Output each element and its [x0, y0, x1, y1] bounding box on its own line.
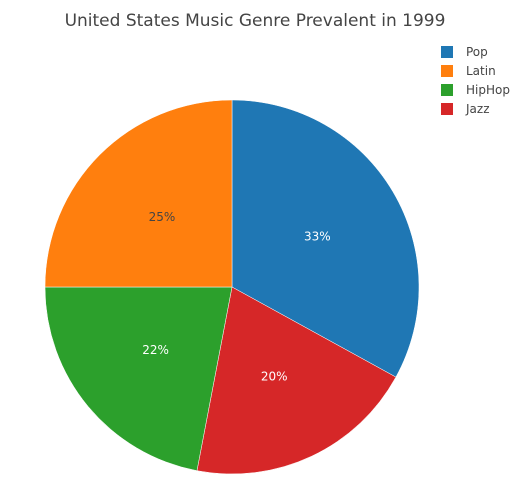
pie-slice-jazz[interactable]	[196, 286, 397, 475]
pie-slice-labels: 33% 20% 22% 25%	[142, 210, 330, 384]
pie-slice-pop[interactable]	[231, 99, 420, 378]
legend-item-latin[interactable]: Latin	[441, 64, 496, 78]
slice-label-pop: 33%	[304, 230, 331, 244]
legend-label-hiphop: HipHop	[466, 83, 510, 97]
legend: Pop Latin HipHop Jazz	[441, 45, 510, 116]
slice-label-hiphop: 22%	[142, 343, 169, 357]
legend-swatch-hiphop	[441, 84, 453, 96]
pie-slice-latin[interactable]	[44, 99, 233, 288]
pie-slices	[44, 99, 420, 475]
legend-item-hiphop[interactable]: HipHop	[441, 83, 510, 97]
legend-item-pop[interactable]: Pop	[441, 45, 488, 59]
slice-label-jazz: 20%	[261, 370, 288, 384]
chart-title: United States Music Genre Prevalent in 1…	[65, 11, 446, 31]
legend-swatch-pop	[441, 46, 453, 58]
legend-item-jazz[interactable]: Jazz	[441, 102, 490, 116]
slice-label-latin: 25%	[149, 210, 176, 224]
legend-swatch-latin	[441, 65, 453, 77]
pie-slice-hiphop[interactable]	[44, 286, 233, 471]
legend-swatch-jazz	[441, 103, 453, 115]
legend-label-jazz: Jazz	[465, 102, 490, 116]
legend-label-latin: Latin	[466, 64, 496, 78]
legend-label-pop: Pop	[466, 45, 488, 59]
